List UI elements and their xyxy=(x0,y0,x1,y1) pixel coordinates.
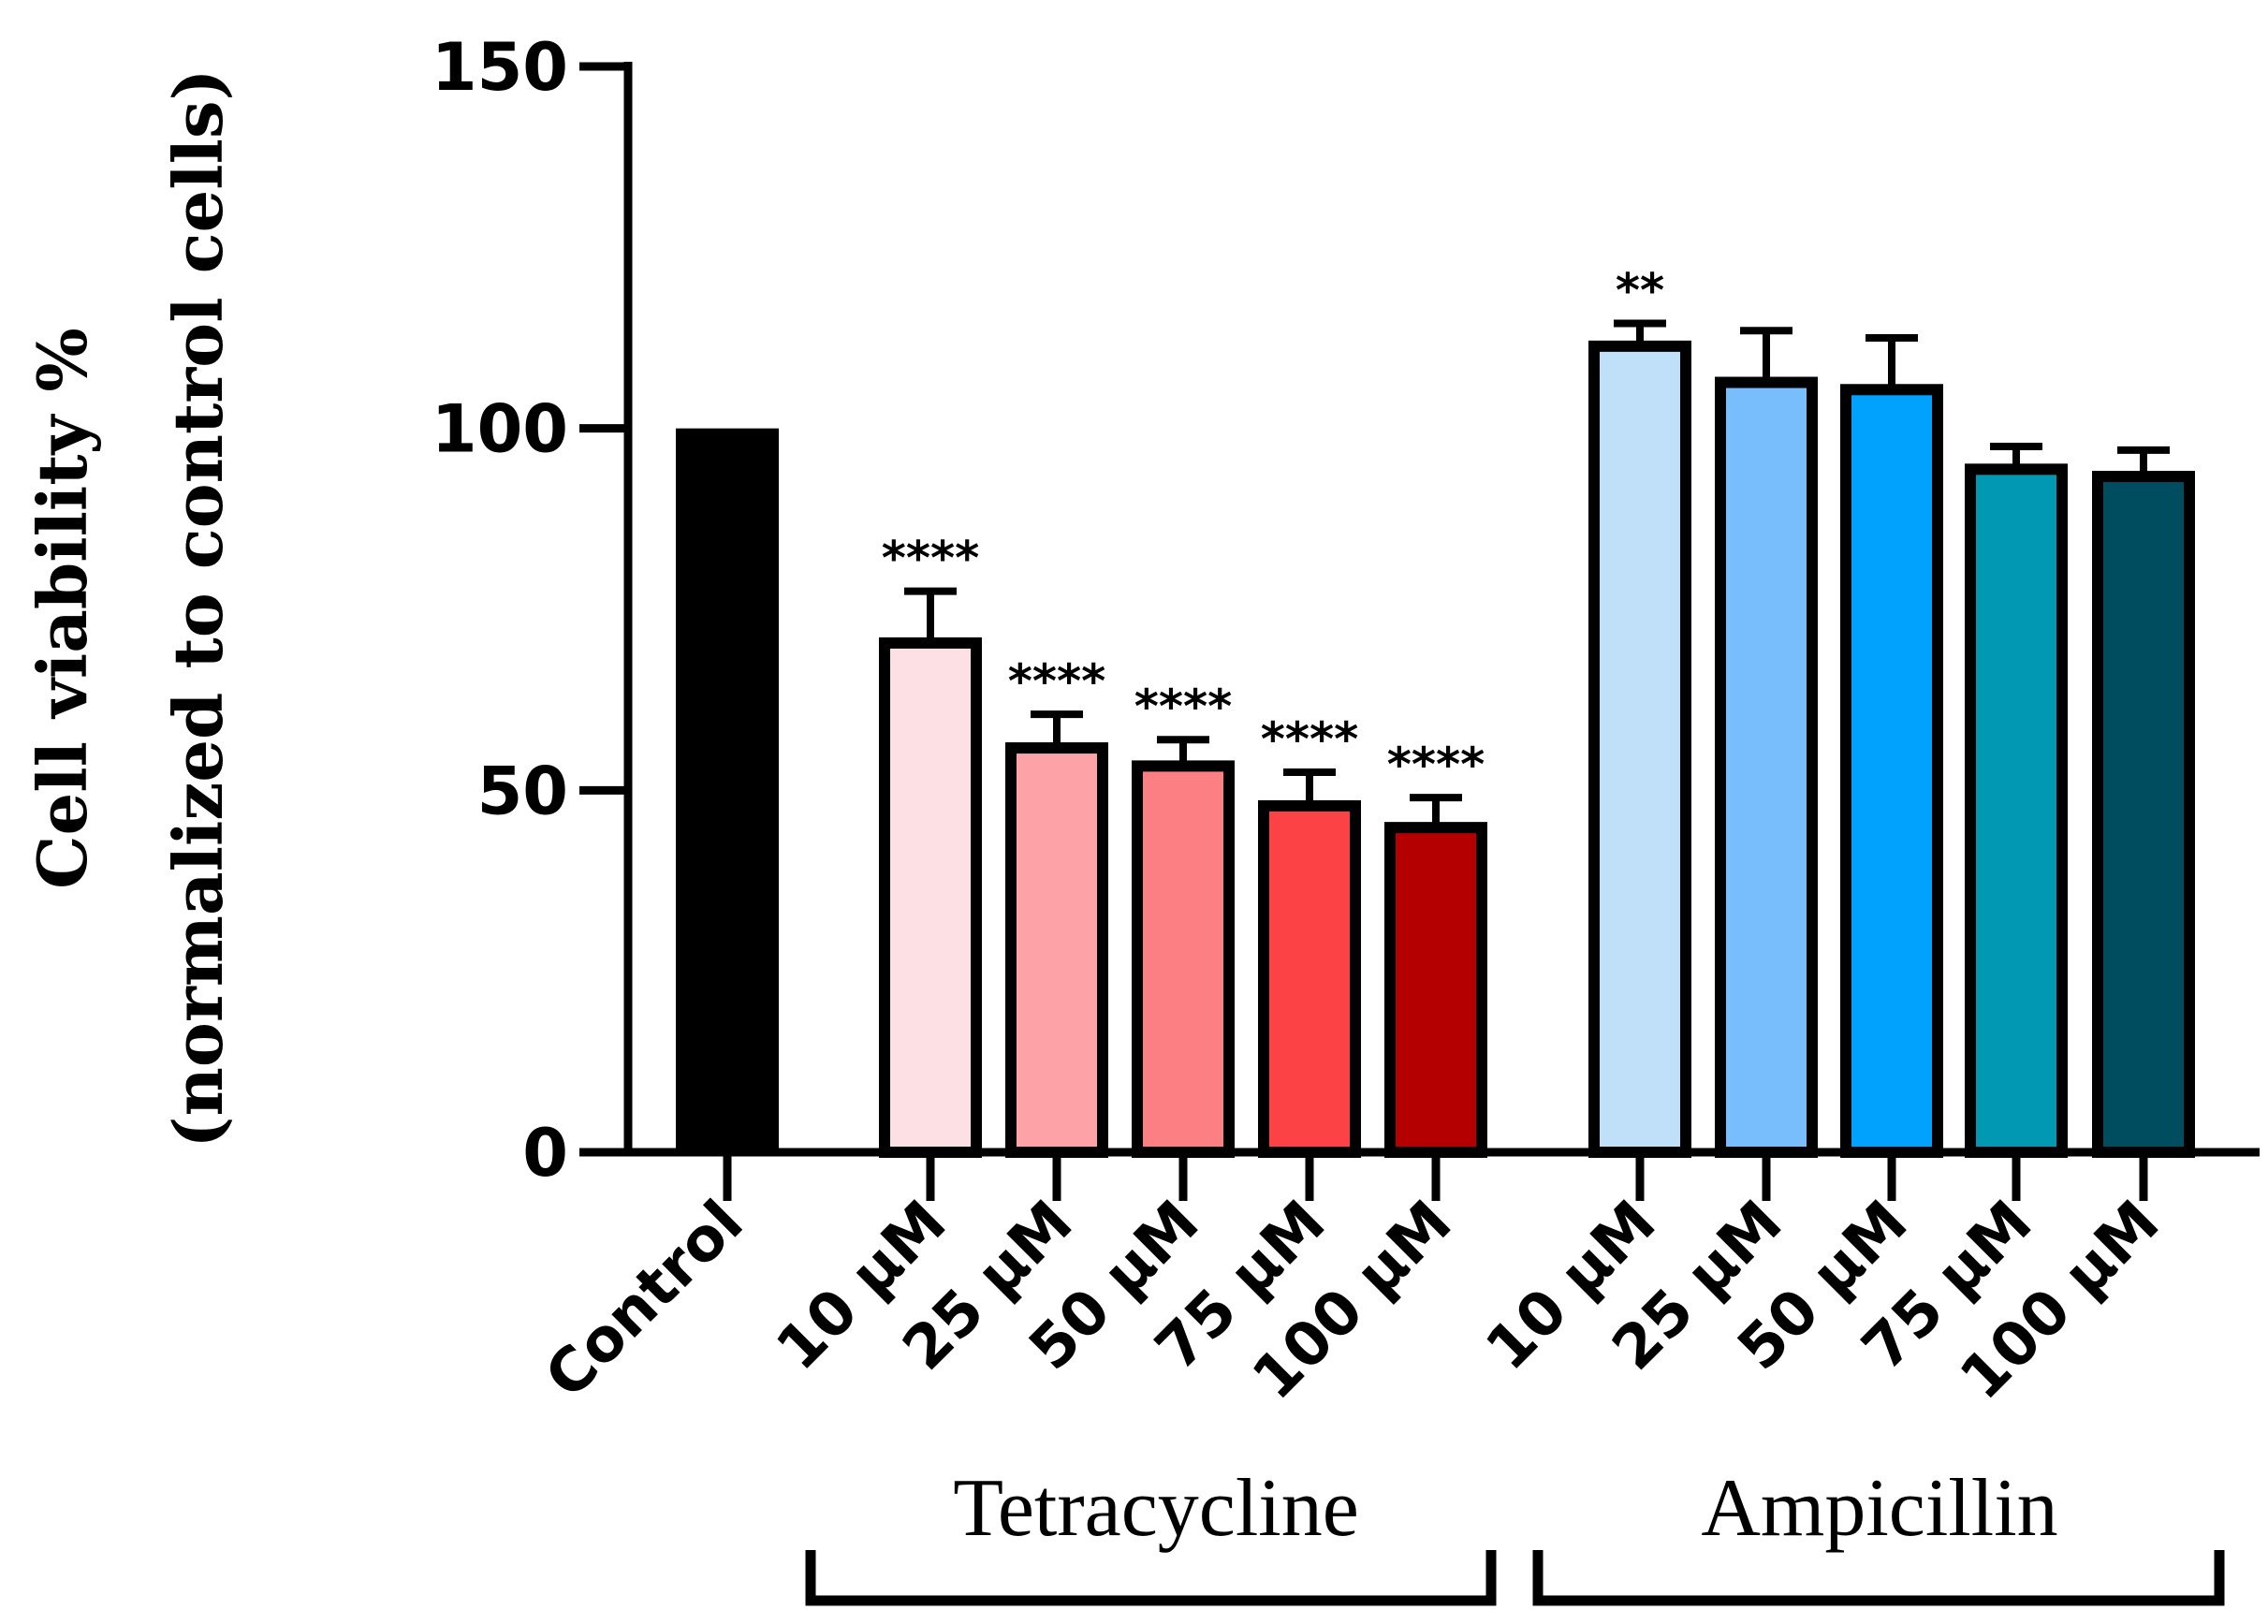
significance-label: ** xyxy=(1616,264,1664,318)
bar xyxy=(1840,384,1943,1158)
group-label-ampicillin: Ampicillin xyxy=(1701,1463,2057,1554)
bar xyxy=(1258,799,1361,1159)
bar xyxy=(1132,760,1235,1159)
significance-label: **** xyxy=(1008,654,1106,709)
y-axis-title-line2: (normalized to control cells) xyxy=(158,68,238,1148)
group-bracket-tetracycline xyxy=(805,1550,1497,1606)
significance-label: **** xyxy=(1387,738,1485,792)
y-tick-label: 0 xyxy=(522,1115,568,1192)
significance-label: **** xyxy=(882,532,980,586)
y-tick-label: 150 xyxy=(432,29,568,106)
significance-label: **** xyxy=(1134,680,1233,734)
group-bracket-ampicillin xyxy=(1532,1550,2225,1606)
y-tick-label: 50 xyxy=(477,753,568,829)
bar xyxy=(1588,340,1691,1159)
y-axis-title-line1: Cell viability % xyxy=(22,328,102,889)
bar xyxy=(1005,742,1108,1158)
bar-control xyxy=(676,428,779,1153)
significance-label: **** xyxy=(1261,712,1359,767)
y-tick-label: 100 xyxy=(432,391,568,468)
bar xyxy=(2092,471,2195,1159)
bar xyxy=(1715,376,1818,1158)
group-label-tetracycline: Tetracycline xyxy=(953,1463,1359,1554)
y-axis-title: Cell viability % (normalized to control … xyxy=(22,68,238,1148)
bar xyxy=(879,636,982,1158)
bar xyxy=(1384,822,1487,1159)
x-tick-label-control: Control xyxy=(533,1188,756,1412)
bar xyxy=(1965,463,2068,1159)
